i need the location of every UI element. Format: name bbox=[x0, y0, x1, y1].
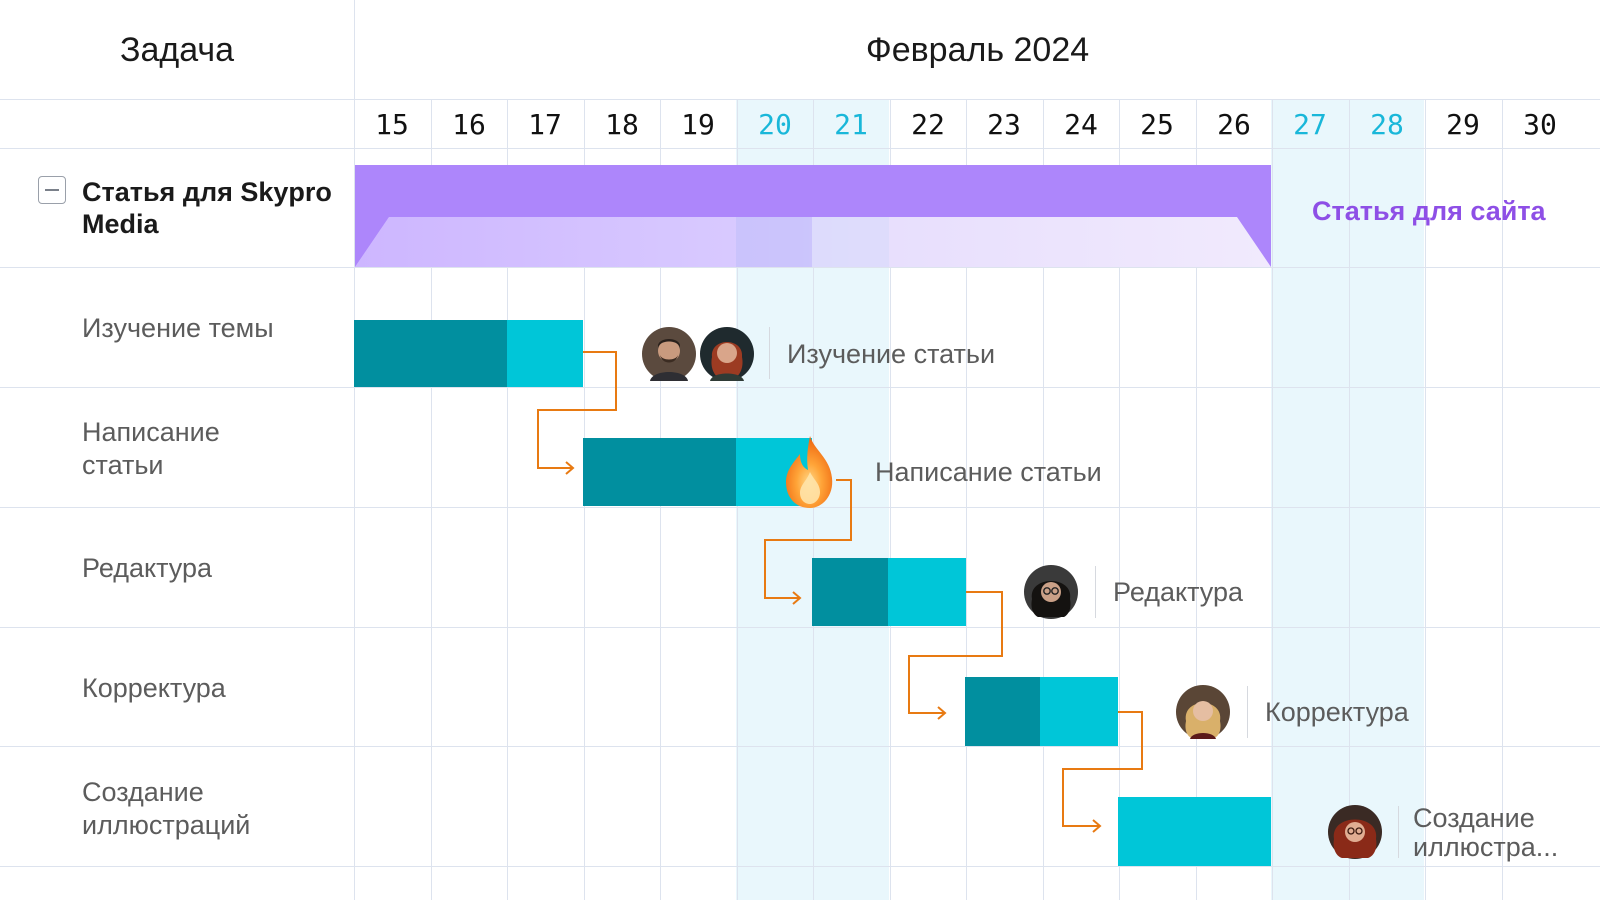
task-bar-remaining[interactable] bbox=[1118, 797, 1271, 866]
grid-column-line bbox=[431, 100, 432, 900]
label-divider bbox=[769, 327, 770, 379]
parent-bar-label: Статья для сайта bbox=[1312, 196, 1546, 226]
avatar-woman-blonde[interactable] bbox=[1176, 685, 1230, 739]
task-column-border bbox=[354, 0, 355, 900]
day-header-cell: 30 bbox=[1523, 107, 1557, 141]
grid-column-line bbox=[1043, 100, 1044, 900]
day-header-cell: 22 bbox=[911, 107, 945, 141]
day-header-cell: 16 bbox=[452, 107, 486, 141]
task-bar-label: Изучение статьи bbox=[787, 339, 996, 369]
label-divider bbox=[1247, 686, 1248, 738]
grid-column-line bbox=[1272, 100, 1273, 900]
grid-row-line bbox=[0, 148, 1600, 149]
task-name[interactable]: Редактура bbox=[82, 553, 213, 583]
parent-task-name[interactable]: Статья для Skypro Media bbox=[82, 177, 332, 239]
grid-row-line bbox=[0, 866, 1600, 867]
task-name[interactable]: Изучение темы bbox=[82, 313, 274, 343]
task-name[interactable]: Корректура bbox=[82, 673, 226, 703]
grid-row-line bbox=[0, 507, 1600, 508]
label-divider bbox=[1095, 566, 1096, 618]
day-header-cell: 23 bbox=[987, 107, 1021, 141]
day-header-cell: 18 bbox=[605, 107, 639, 141]
task-bar-done[interactable] bbox=[354, 320, 507, 387]
grid-column-line bbox=[1196, 100, 1197, 900]
avatar-woman-curly[interactable] bbox=[1328, 805, 1382, 859]
grid-row-line bbox=[0, 387, 1600, 388]
task-bar-done[interactable] bbox=[812, 558, 888, 626]
parent-summary-bar[interactable] bbox=[355, 165, 1271, 267]
day-header-cell: 19 bbox=[681, 107, 715, 141]
weekend-column-highlight bbox=[1271, 100, 1424, 900]
task-name[interactable]: Написание статьи bbox=[82, 417, 220, 480]
month-header: Февраль 2024 bbox=[865, 30, 1090, 69]
task-bar-remaining[interactable] bbox=[888, 558, 966, 626]
task-bar-label: Написание статьи bbox=[875, 457, 1102, 487]
avatar-woman-glasses[interactable] bbox=[1024, 565, 1078, 619]
task-bar-label: Редактура bbox=[1113, 577, 1244, 607]
task-column-header: Задача bbox=[119, 30, 235, 69]
avatar-man-beard[interactable] bbox=[642, 327, 696, 381]
day-header-cell: 21 bbox=[834, 107, 868, 141]
day-header-cell: 20 bbox=[758, 107, 792, 141]
collapse-minus-icon[interactable] bbox=[38, 176, 66, 204]
grid-row-line bbox=[0, 267, 1600, 268]
day-header-cell: 15 bbox=[375, 107, 409, 141]
day-header-cell: 25 bbox=[1140, 107, 1174, 141]
day-header-cell: 17 bbox=[528, 107, 562, 141]
avatar-woman-red[interactable] bbox=[700, 327, 754, 381]
task-bar-remaining[interactable] bbox=[1040, 677, 1118, 746]
task-name[interactable]: Создание иллюстраций bbox=[82, 777, 251, 840]
task-bar-done[interactable] bbox=[965, 677, 1040, 746]
day-header-cell: 26 bbox=[1217, 107, 1251, 141]
grid-row-line bbox=[0, 746, 1600, 747]
task-bar-label: Корректура bbox=[1265, 697, 1409, 727]
grid-column-line bbox=[1425, 100, 1426, 900]
grid-column-line bbox=[890, 100, 891, 900]
label-divider bbox=[1398, 806, 1399, 858]
grid-row-line bbox=[0, 627, 1600, 628]
fire-icon bbox=[786, 436, 833, 508]
grid-row-line bbox=[0, 99, 1600, 100]
task-bar-done[interactable] bbox=[583, 438, 736, 506]
day-header-cell: 29 bbox=[1446, 107, 1480, 141]
grid-column-line bbox=[507, 100, 508, 900]
grid-column-line bbox=[1349, 100, 1350, 900]
grid-column-line bbox=[1502, 100, 1503, 900]
task-bar-remaining[interactable] bbox=[507, 320, 583, 387]
grid-column-line bbox=[966, 100, 967, 900]
day-header-cell: 28 bbox=[1370, 107, 1404, 141]
grid-column-line bbox=[1119, 100, 1120, 900]
day-header-cell: 27 bbox=[1293, 107, 1327, 141]
task-bar-label: Создание иллюстра... bbox=[1413, 803, 1559, 862]
day-header-cell: 24 bbox=[1064, 107, 1098, 141]
